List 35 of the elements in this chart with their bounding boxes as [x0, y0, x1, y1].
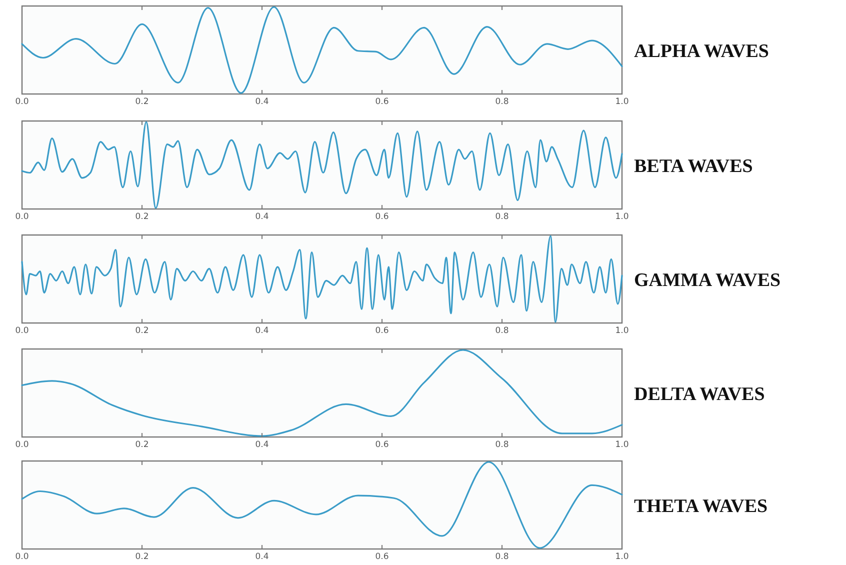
x-tick-label: 0.4 — [255, 552, 269, 562]
x-tick-label: 0.6 — [375, 326, 389, 336]
text: THETA WAVES — [634, 496, 768, 517]
x-tick-label: 0.6 — [375, 97, 389, 107]
x-tick-label: 0.8 — [495, 326, 509, 336]
x-tick-label: 0.0 — [15, 97, 29, 107]
text: ALPHA WAVES — [634, 41, 769, 62]
x-tick-label: 0.2 — [135, 212, 149, 222]
x-tick-label: 0.8 — [495, 212, 509, 222]
x-tick-label: 0.4 — [255, 440, 269, 450]
x-tick-label: 0.4 — [255, 97, 269, 107]
x-tick-label: 0.0 — [15, 552, 29, 562]
x-tick-label: 0.4 — [255, 212, 269, 222]
x-tick-label: 0.6 — [375, 552, 389, 562]
x-tick-label: 0.2 — [135, 326, 149, 336]
x-tick-label: 0.8 — [495, 97, 509, 107]
x-tick-label: 0.6 — [375, 212, 389, 222]
x-tick-label: 0.8 — [495, 440, 509, 450]
x-tick-label: 0.0 — [15, 440, 29, 450]
x-tick-label: 1.0 — [615, 212, 629, 222]
x-tick-label: 1.0 — [615, 326, 629, 336]
x-tick-label: 0.6 — [375, 440, 389, 450]
x-tick-label: 0.2 — [135, 97, 149, 107]
x-tick-label: 1.0 — [615, 552, 629, 562]
x-tick-label: 0.8 — [495, 552, 509, 562]
x-tick-label: 0.0 — [15, 326, 29, 336]
x-tick-label: 0.2 — [135, 552, 149, 562]
text: GAMMA WAVES — [634, 270, 781, 291]
text: BETA WAVES — [634, 156, 753, 177]
x-tick-label: 0.2 — [135, 440, 149, 450]
x-tick-label: 1.0 — [615, 97, 629, 107]
x-tick-label: 0.0 — [15, 212, 29, 222]
text: DELTA WAVES — [634, 384, 765, 405]
x-tick-label: 1.0 — [615, 440, 629, 450]
x-tick-label: 0.4 — [255, 326, 269, 336]
